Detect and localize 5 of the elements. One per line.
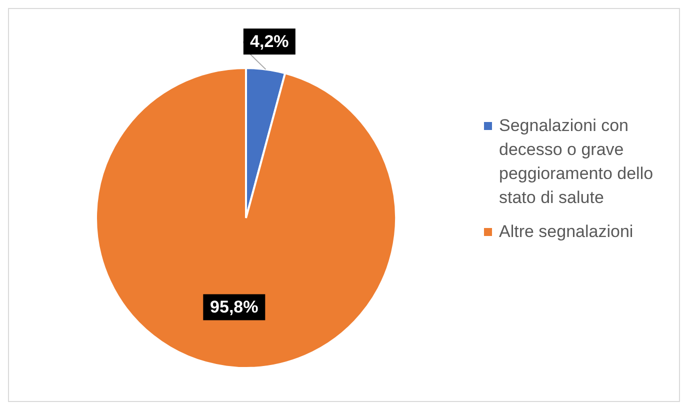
legend-label: Altre segnalazioni — [499, 221, 634, 243]
legend-label: Segnalazioni con decesso o grave peggioramento dello stato di salute — [499, 115, 654, 209]
pie-slice — [95, 67, 397, 369]
data-label: 95,8% — [210, 298, 258, 317]
data-label: 4,2% — [250, 32, 289, 52]
